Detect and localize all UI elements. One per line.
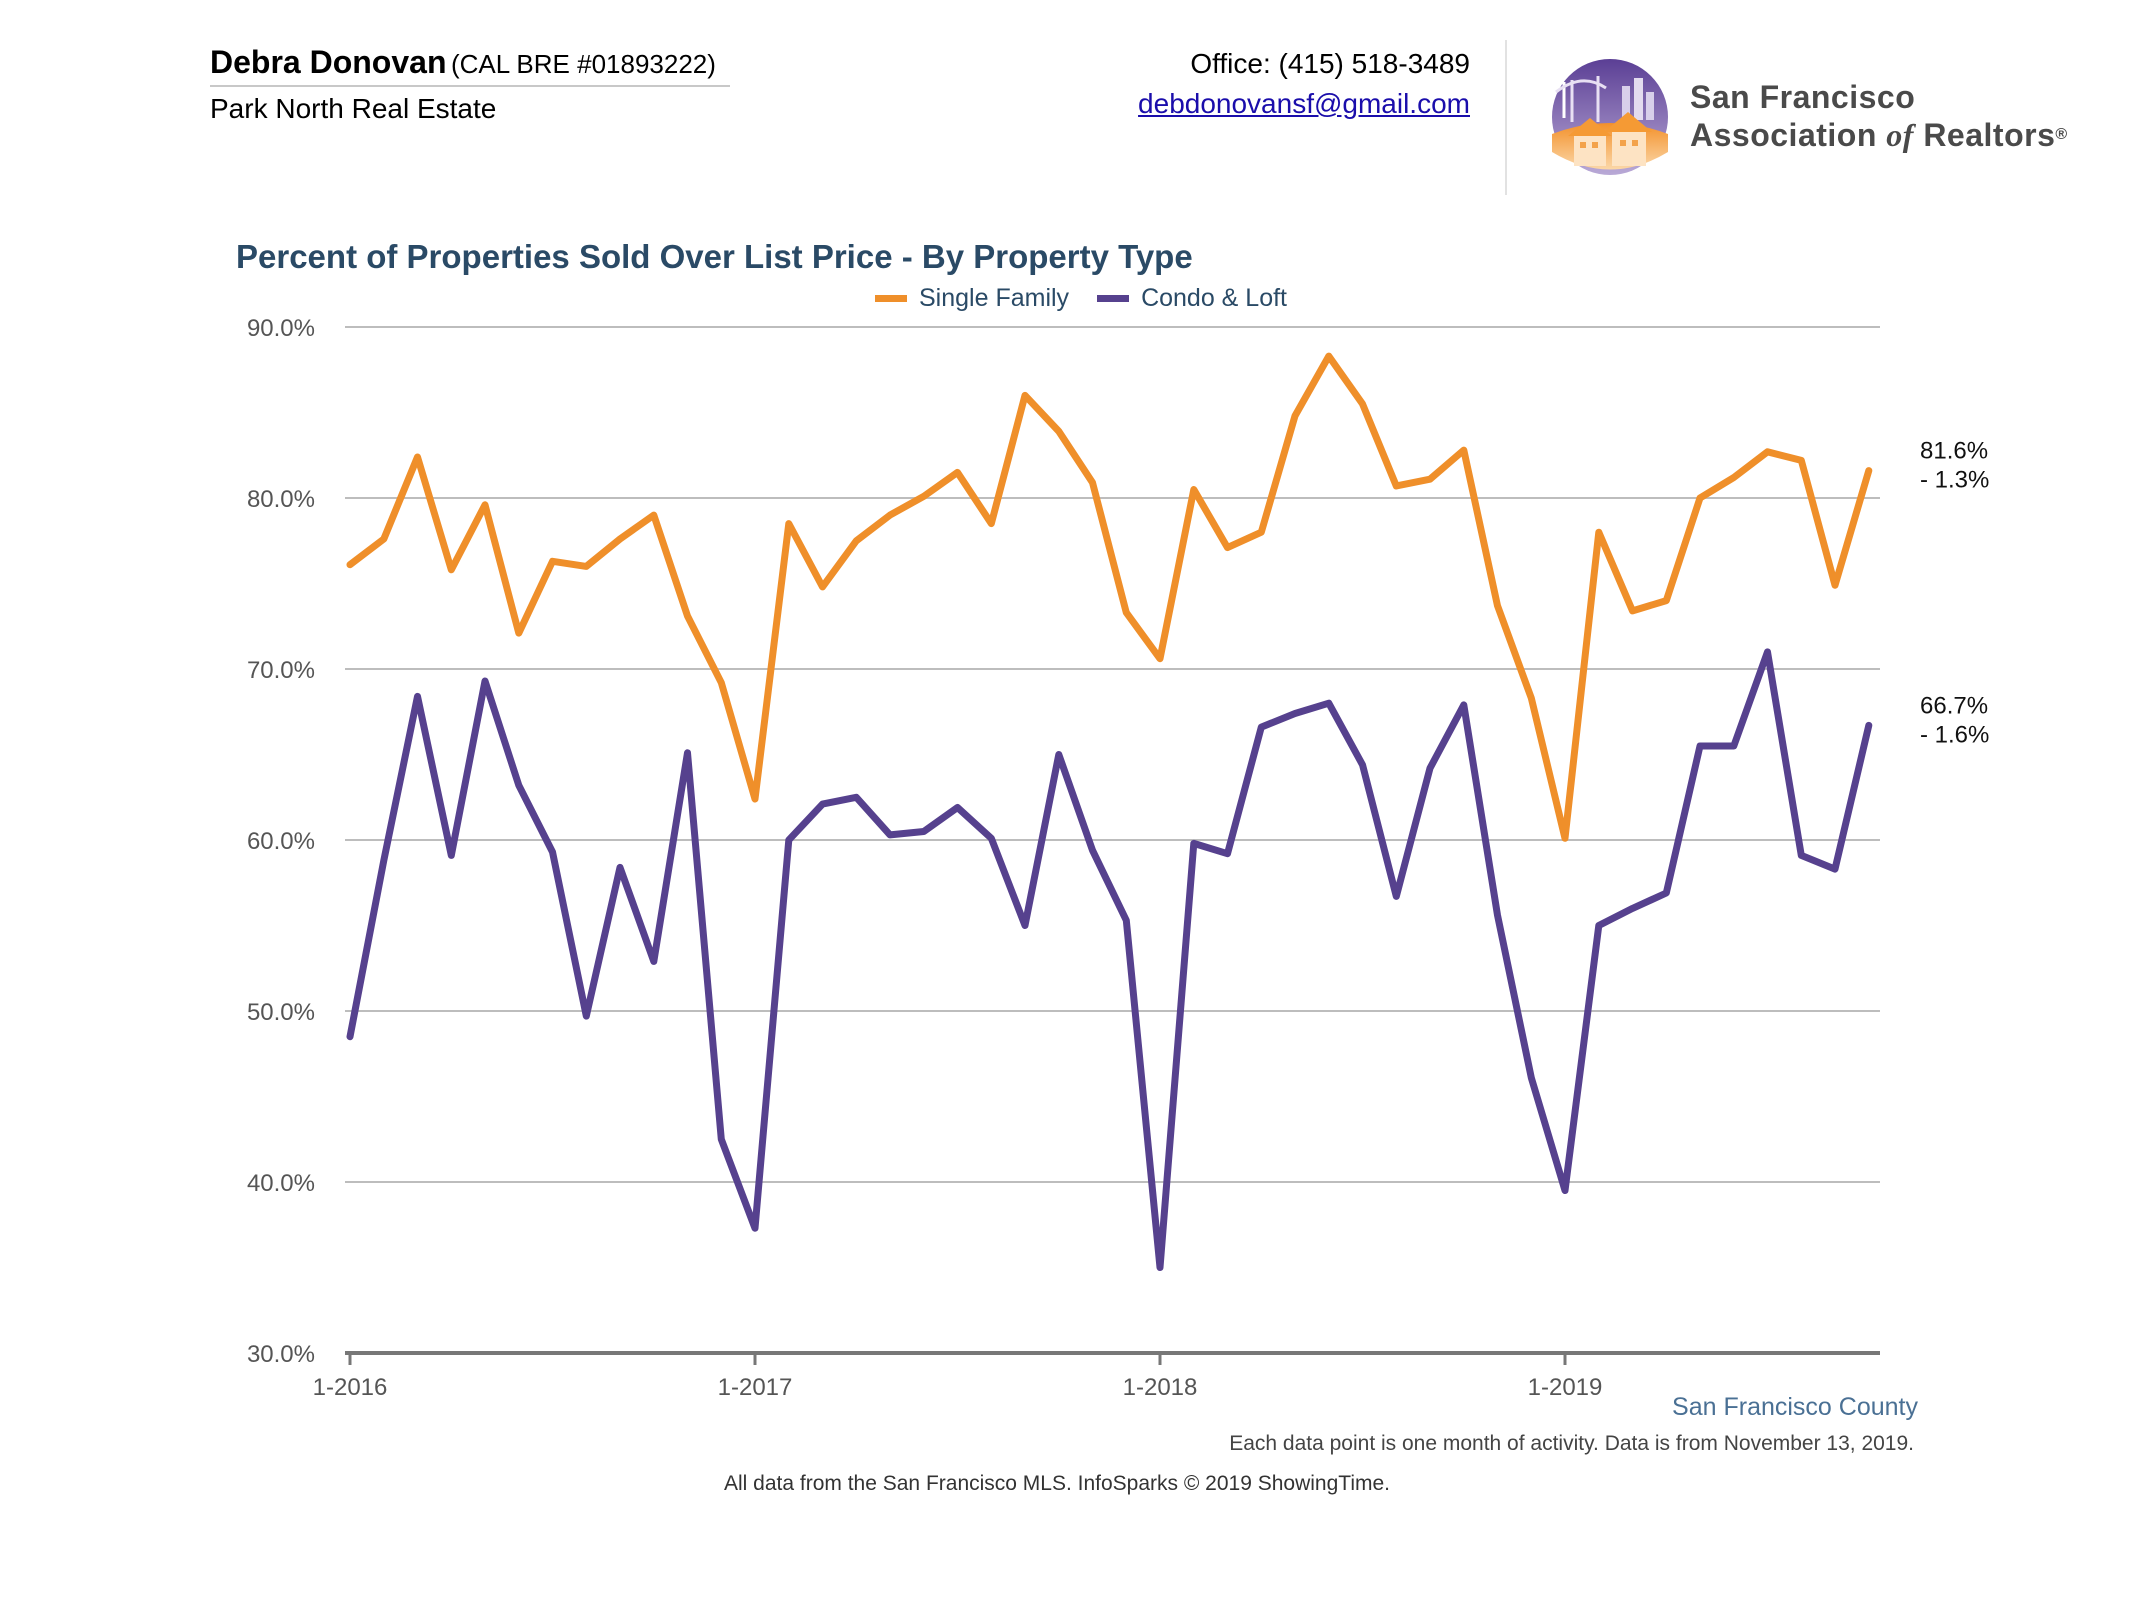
agent-name-line: Debra Donovan (CAL BRE #01893222) — [210, 44, 730, 87]
end-change-label: - 1.6% — [1920, 721, 1989, 748]
x-tick-label: 1-2018 — [1123, 1374, 1198, 1401]
y-tick-label: 60.0% — [247, 828, 315, 855]
agent-company: Park North Real Estate — [210, 93, 497, 124]
logo-line-2: Association of Realtors® — [1690, 117, 2068, 153]
agent-name: Debra Donovan — [210, 44, 447, 80]
contact-block: Office: (415) 518-3489 debdonovansf@gmai… — [1138, 44, 1470, 124]
x-tick-label: 1-2017 — [718, 1374, 793, 1401]
legend-swatch-condo-loft — [1097, 295, 1130, 302]
y-tick-label: 40.0% — [247, 1170, 315, 1197]
y-tick-label: 80.0% — [247, 486, 315, 513]
agent-block: Debra Donovan (CAL BRE #01893222) Park N… — [210, 44, 730, 125]
email-link[interactable]: debdonovansf@gmail.com — [1138, 88, 1470, 119]
legend-item-condo-loft: Condo & Loft — [1097, 284, 1287, 313]
sfar-logo-icon — [1552, 59, 1668, 175]
legend-swatch-single-family — [875, 295, 907, 302]
chart-legend: Single Family Condo & Loft — [875, 284, 1315, 313]
series-line-single-family — [346, 352, 1873, 842]
x-tick-label: 1-2019 — [1528, 1374, 1603, 1401]
end-change-label: - 1.3% — [1920, 467, 1989, 494]
y-tick-label: 70.0% — [247, 657, 315, 684]
y-tick-label: 50.0% — [247, 999, 315, 1026]
y-tick-label: 30.0% — [247, 1341, 315, 1368]
legend-label-single-family: Single Family — [919, 284, 1070, 312]
data-footnote: Each data point is one month of activity… — [1229, 1432, 1914, 1455]
logo-line-1: San Francisco — [1690, 79, 1916, 115]
agent-license: (CAL BRE #01893222) — [450, 49, 716, 79]
data-source: All data from the San Francisco MLS. Inf… — [724, 1472, 1391, 1495]
header-divider — [1505, 40, 1507, 195]
end-value-label: 81.6% — [1920, 438, 1988, 465]
legend-item-single-family: Single Family — [875, 284, 1069, 313]
county-label: San Francisco County — [1672, 1393, 1918, 1421]
office-phone: Office: (415) 518-3489 — [1190, 48, 1470, 79]
series-line-condo-loft — [346, 648, 1873, 1271]
end-value-label: 66.7% — [1920, 692, 1988, 719]
chart-title: Percent of Properties Sold Over List Pri… — [236, 238, 1193, 275]
sfar-logo-text: San Francisco Association of Realtors® — [1690, 78, 2068, 154]
y-tick-label: 90.0% — [247, 315, 315, 342]
x-tick-label: 1-2016 — [313, 1374, 388, 1401]
legend-label-condo-loft: Condo & Loft — [1141, 284, 1287, 312]
